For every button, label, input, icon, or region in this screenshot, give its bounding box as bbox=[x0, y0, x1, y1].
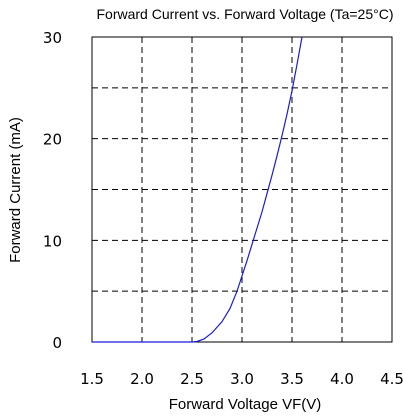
grid bbox=[92, 37, 392, 342]
x-axis-label: Forward Voltage VF(V) bbox=[169, 396, 322, 413]
x-tick-label-2: 2.5 bbox=[180, 370, 204, 388]
y-tick-label-1: 10 bbox=[43, 232, 62, 250]
x-tick-label-4: 3.5 bbox=[280, 370, 304, 388]
plot-area bbox=[91, 36, 393, 343]
x-tick-label-6: 4.5 bbox=[380, 370, 403, 388]
x-tick-label-3: 3.0 bbox=[230, 370, 254, 388]
x-tick-label-1: 2.0 bbox=[130, 370, 154, 388]
y-tick-labels: 0 10 20 30 bbox=[43, 29, 62, 352]
y-axis-label: Forward Current (mA) bbox=[7, 117, 24, 263]
x-tick-labels: 1.5 2.0 2.5 3.0 3.5 4.0 4.5 bbox=[80, 370, 403, 388]
x-tick-label-0: 1.5 bbox=[80, 370, 104, 388]
series-layer bbox=[92, 36, 303, 343]
chart-title: Forward Current vs. Forward Voltage (Ta=… bbox=[97, 6, 394, 22]
x-tick-label-5: 4.0 bbox=[330, 370, 354, 388]
series-line-0 bbox=[92, 36, 303, 343]
y-tick-label-3: 30 bbox=[43, 29, 62, 47]
y-tick-label-2: 20 bbox=[43, 131, 62, 149]
y-tick-label-0: 0 bbox=[52, 334, 62, 352]
